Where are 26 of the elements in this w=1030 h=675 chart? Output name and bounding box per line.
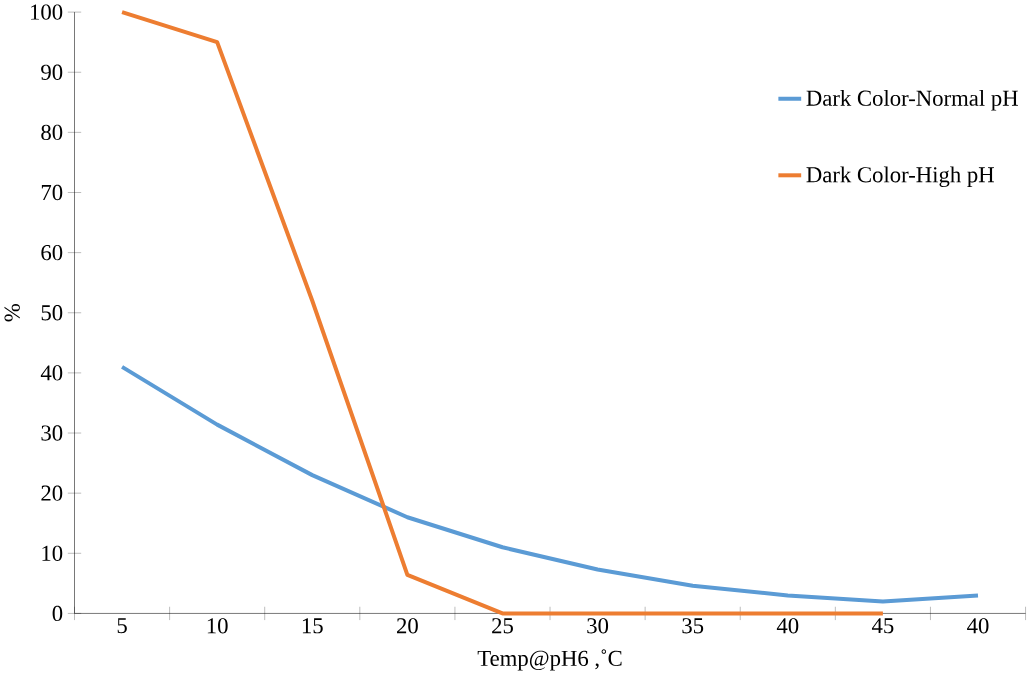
y-tick-label: 40 xyxy=(40,365,63,381)
y-tick-label: 20 xyxy=(41,485,63,501)
y-tick-label: 70 xyxy=(41,184,63,201)
y-tick-label: 30 xyxy=(41,425,63,441)
legend-label: Dark Color-High pH xyxy=(806,166,994,188)
x-axis-title: Temp@pH6 ,˚C xyxy=(477,649,622,671)
x-tick-label: 5 xyxy=(117,618,127,634)
y-tick-label: 80 xyxy=(41,124,63,141)
y-axis-title: % xyxy=(4,304,20,322)
x-tick-label: 40 xyxy=(967,618,989,634)
y-tick-label: 50 xyxy=(41,305,63,321)
x-tick-label: 35 xyxy=(682,618,704,634)
x-tick-label: 20 xyxy=(397,618,418,634)
y-tick-label: 90 xyxy=(41,64,63,80)
y-tick-label: 10 xyxy=(42,545,63,561)
x-tick-label: 10 xyxy=(207,618,228,634)
x-tick-label: 15 xyxy=(302,618,323,634)
y-tick-label: 60 xyxy=(41,244,63,261)
x-tick-label: 45 xyxy=(871,618,894,634)
x-tick-label: 40 xyxy=(776,618,799,634)
y-tick-label: 100 xyxy=(31,4,63,20)
line-series xyxy=(120,364,981,604)
x-tick-label: 30 xyxy=(587,618,609,634)
y-tick-label: 0 xyxy=(52,605,63,622)
x-tick-label: 25 xyxy=(492,618,513,634)
legend-label: Dark Color-Normal pH xyxy=(806,89,1018,111)
